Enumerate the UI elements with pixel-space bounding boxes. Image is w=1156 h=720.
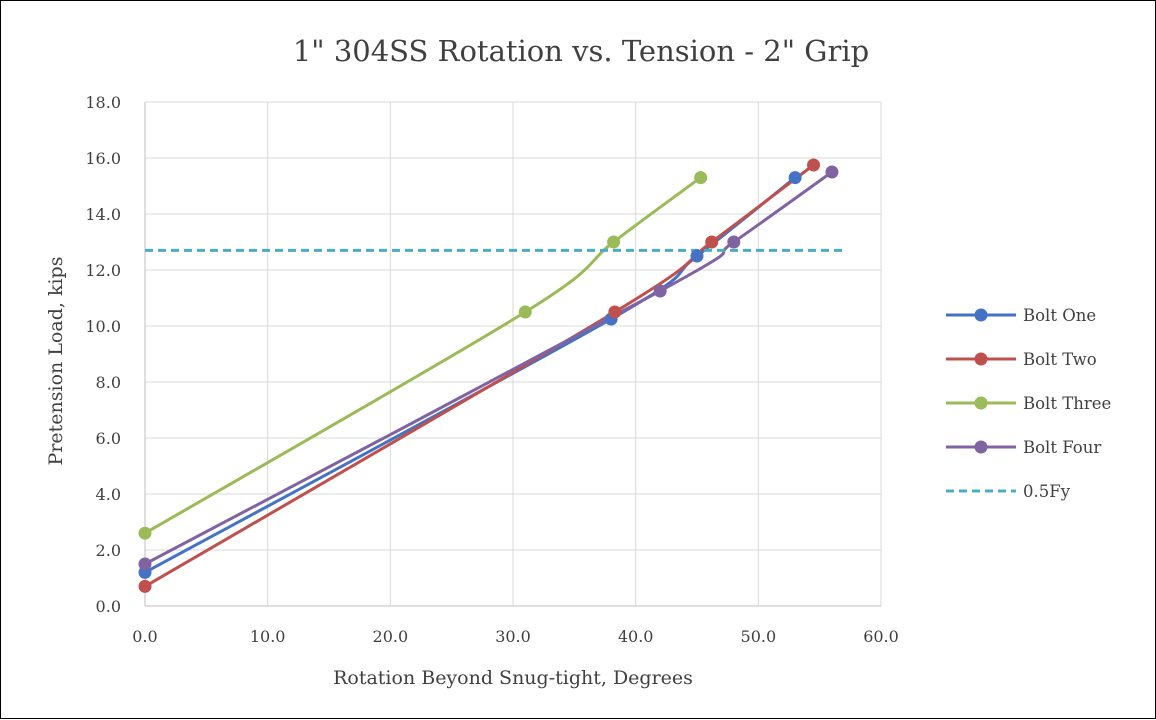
legend-label-bolt-three: Bolt Three (1023, 394, 1111, 413)
legend-marker-bolt-four (974, 440, 988, 454)
y-tick-label: 14.0 (85, 205, 121, 224)
legend-marker-bolt-three (974, 396, 988, 410)
data-point-bolt-three (518, 305, 532, 319)
legend-label-0-5fy: 0.5Fy (1023, 482, 1071, 501)
series-lines (143, 163, 845, 588)
series-line-bolt-three (143, 176, 703, 535)
series-line-bolt-two (143, 163, 816, 588)
data-point-bolt-four (653, 284, 667, 298)
data-point-bolt-three (694, 171, 708, 185)
y-tick-label: 4.0 (96, 485, 121, 504)
x-tick-label: 50.0 (741, 627, 777, 646)
data-point-bolt-one (788, 171, 802, 185)
gridlines (145, 101, 882, 606)
data-point-bolt-two (705, 235, 719, 249)
legend-label-bolt-one: Bolt One (1023, 306, 1096, 325)
data-point-bolt-two (138, 579, 152, 593)
data-point-bolt-two (807, 158, 821, 172)
x-axis-title: Rotation Beyond Snug-tight, Degrees (333, 667, 693, 689)
data-point-bolt-one (690, 249, 704, 263)
axes (144, 102, 881, 607)
data-point-bolt-four (727, 235, 741, 249)
x-tick-label: 0.0 (132, 627, 157, 646)
y-tick-label: 0.0 (96, 597, 121, 616)
legend-label-bolt-two: Bolt Two (1023, 350, 1097, 369)
legend-marker-bolt-two (974, 352, 988, 366)
tick-labels: 0.0 2.0 4.0 6.0 8.0 10.0 12.0 14.0 16.0 18.0 0.0 10… (85, 93, 898, 646)
y-axis-title: Pretension Load, kips (45, 257, 67, 466)
data-point-bolt-four (825, 165, 839, 179)
legend-label-bolt-four: Bolt Four (1023, 438, 1101, 457)
data-point-bolt-two (608, 305, 622, 319)
x-tick-label: 20.0 (373, 627, 409, 646)
data-point-bolt-four (138, 557, 152, 571)
y-tick-label: 2.0 (96, 541, 121, 560)
series-line-bolt-four (143, 170, 834, 566)
x-tick-label: 10.0 (250, 627, 286, 646)
legend-marker-bolt-one (974, 308, 988, 322)
y-tick-label: 12.0 (85, 261, 121, 280)
x-tick-label: 40.0 (618, 627, 654, 646)
y-tick-label: 8.0 (96, 373, 121, 392)
x-tick-label: 30.0 (495, 627, 531, 646)
legend: Bolt One Bolt Two Bolt Three Bolt Four 0.5Fy (946, 306, 1111, 501)
y-tick-label: 10.0 (85, 317, 121, 336)
y-tick-label: 18.0 (85, 93, 121, 112)
chart-title: 1" 304SS Rotation vs. Tension - 2" Grip (293, 34, 869, 68)
y-tick-label: 16.0 (85, 149, 121, 168)
data-point-bolt-three (138, 526, 152, 540)
y-tick-label: 6.0 (96, 429, 121, 448)
x-tick-label: 60.0 (863, 627, 899, 646)
series-markers (138, 158, 839, 593)
data-point-bolt-three (607, 235, 621, 249)
